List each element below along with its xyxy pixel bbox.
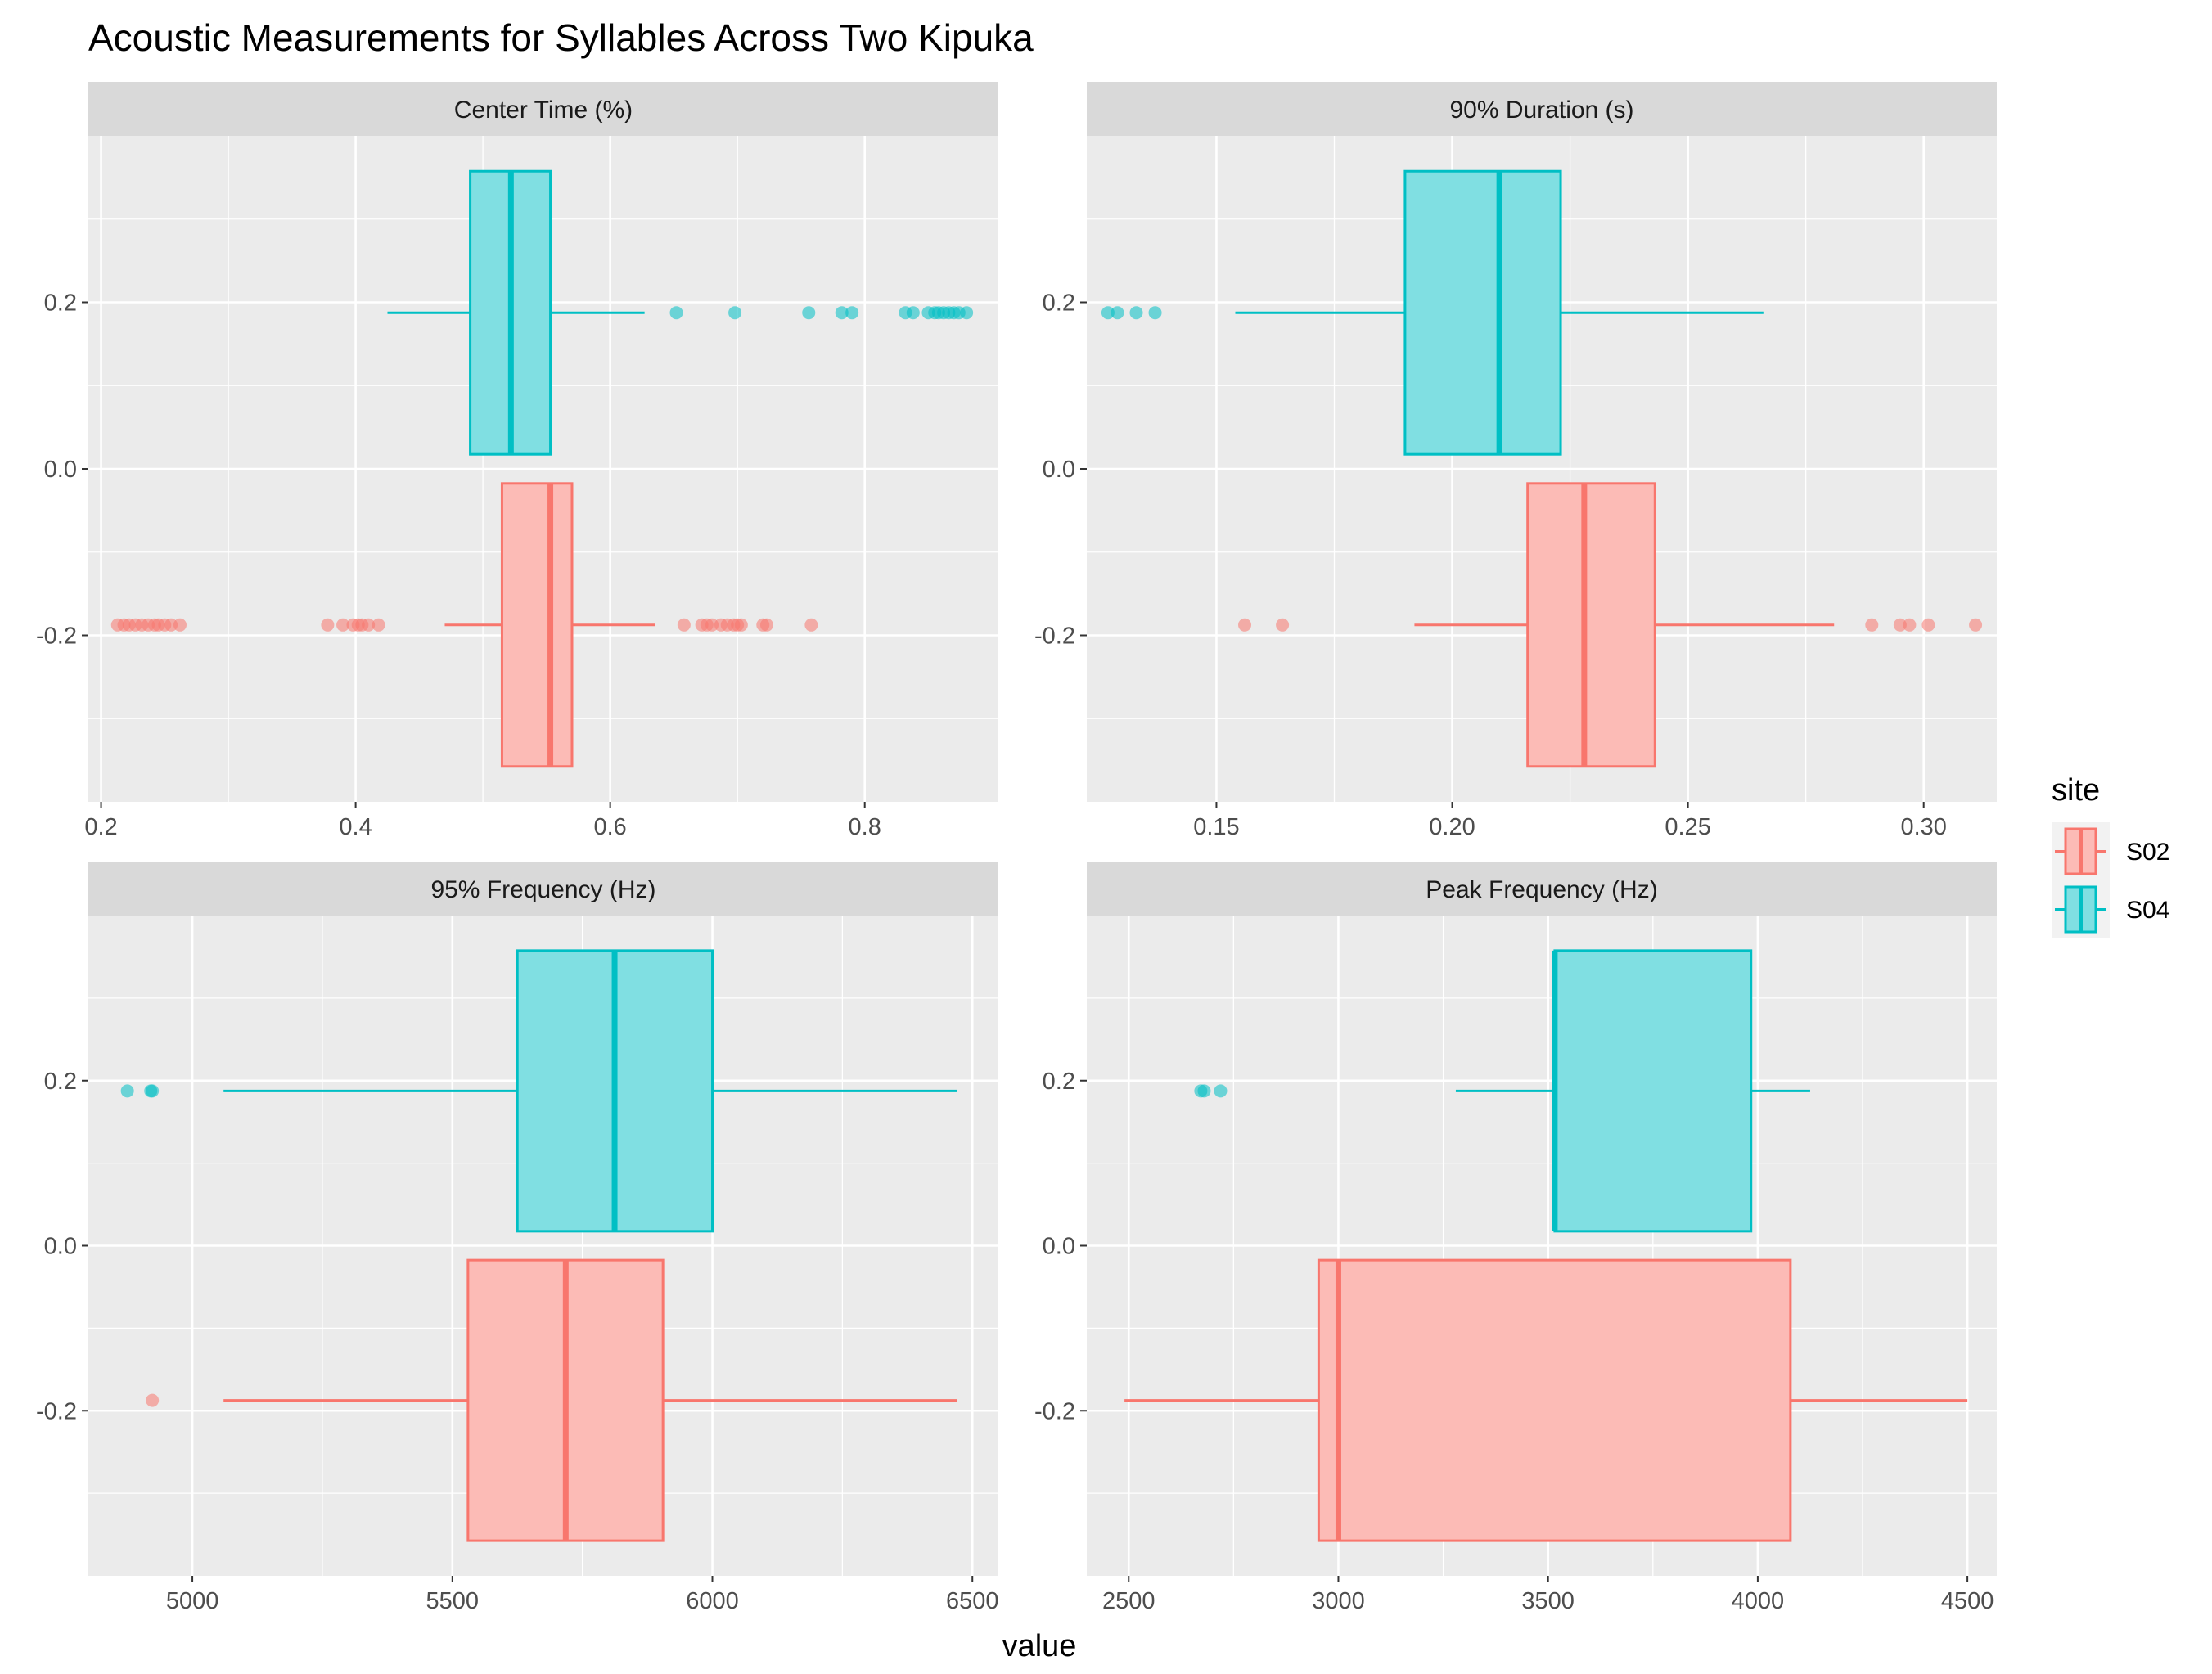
legend-label: S02 <box>2126 839 2169 866</box>
box-iqr <box>500 482 574 768</box>
x-tick-label: 6000 <box>686 1588 739 1614</box>
outlier-point <box>1276 618 1290 632</box>
outlier-point <box>1111 306 1124 320</box>
outlier-point <box>835 306 849 320</box>
x-tick-label: 2500 <box>1102 1588 1156 1614</box>
boxplot-S02 <box>1238 482 1983 768</box>
x-tick-label: 0.8 <box>849 814 881 840</box>
x-tick-label: 0.20 <box>1429 814 1475 840</box>
outlier-point <box>1238 618 1252 632</box>
x-tick-label: 3000 <box>1312 1588 1365 1614</box>
y-tick-label: -0.2 <box>36 1398 77 1424</box>
legend-key-S04: S04 <box>2052 880 2169 938</box>
boxplot-S02 <box>1124 1258 1968 1542</box>
outlier-point <box>906 306 920 320</box>
outlier-point <box>845 306 859 320</box>
x-tick-label: 0.4 <box>339 814 372 840</box>
outlier-point <box>759 618 773 632</box>
outlier-point <box>669 306 683 320</box>
y-tick-label: 0.0 <box>44 457 77 483</box>
y-tick-label: 0.2 <box>44 1069 77 1095</box>
outlier-point <box>802 306 816 320</box>
y-tick-label: -0.2 <box>1034 1398 1075 1424</box>
x-tick-label: 6500 <box>946 1588 999 1614</box>
box-iqr <box>1526 482 1656 768</box>
outlier-point <box>146 1084 160 1098</box>
legend-keys: S02 S04 <box>2052 822 2169 938</box>
outlier-point <box>321 618 335 632</box>
facet-strip-label: Peak Frequency (Hz) <box>1426 876 1657 903</box>
outlier-point <box>1101 306 1115 320</box>
y-tick-label: -0.2 <box>36 623 77 650</box>
x-axis-label: value <box>1002 1629 1077 1663</box>
x-tick-label: 0.25 <box>1665 814 1710 840</box>
facet-strip-label: 90% Duration (s) <box>1449 97 1633 124</box>
outlier-point <box>1893 618 1907 632</box>
outlier-point <box>120 1084 134 1098</box>
outlier-point <box>362 618 376 632</box>
x-tick-label: 4500 <box>1941 1588 1994 1614</box>
x-tick-label: 0.15 <box>1193 814 1239 840</box>
y-tick-label: 0.0 <box>1043 1234 1075 1260</box>
x-tick-label: 4000 <box>1732 1588 1785 1614</box>
x-tick-label: 3500 <box>1521 1588 1575 1614</box>
legend: site S02 S04 <box>2052 773 2169 938</box>
outlier-point <box>1903 618 1917 632</box>
y-tick-label: -0.2 <box>1034 623 1075 650</box>
facet-strip-label: 95% Frequency (Hz) <box>430 876 655 903</box>
x-tick-label: 5500 <box>426 1588 480 1614</box>
x-tick-label: 0.30 <box>1900 814 1946 840</box>
x-tick-label: 0.2 <box>84 814 117 840</box>
outlier-point <box>1921 618 1935 632</box>
legend-key-S02: S02 <box>2052 822 2169 880</box>
outlier-point <box>1148 306 1162 320</box>
outlier-point <box>728 306 742 320</box>
outlier-point <box>173 618 187 632</box>
outlier-point <box>1197 1084 1211 1098</box>
legend-title: site <box>2052 773 2100 808</box>
outlier-point <box>804 618 818 632</box>
boxplot-S04 <box>387 169 974 456</box>
facet-panel: Peak Frequency (Hz) 2500 3000 3500 4000 4500 -… <box>1034 862 1997 1614</box>
outlier-point <box>1865 618 1879 632</box>
facet-strip <box>1087 82 1997 136</box>
outlier-point <box>336 618 350 632</box>
outlier-point <box>1129 306 1143 320</box>
chart-title: Acoustic Measurements for Syllables Acro… <box>88 16 1034 59</box>
box-iqr <box>1317 1258 1792 1542</box>
outlier-point <box>146 1393 160 1407</box>
facet-panel: Center Time (%) 0.2 0.4 0.6 0.8 -0.2 0.0 0.2 <box>36 82 998 840</box>
facet-strip <box>88 82 998 136</box>
y-tick-label: 0.2 <box>1043 290 1075 317</box>
boxplot-S04 <box>120 949 957 1233</box>
boxplot-S04 <box>1194 949 1810 1233</box>
facet-strip <box>1087 862 1997 916</box>
boxplot-S02 <box>146 1258 957 1542</box>
facet-panels: Center Time (%)0.2 0.4 0.6 0.8-0.20.00.290%… <box>36 82 1997 1614</box>
outlier-point <box>677 618 691 632</box>
box-iqr <box>1553 949 1753 1233</box>
box-iqr <box>1403 169 1562 456</box>
facet-panel: 95% Frequency (Hz) 5000 5500 6000 6500 -0.2 0.… <box>36 862 998 1614</box>
y-tick-label: 0.2 <box>44 290 77 317</box>
outlier-point <box>734 618 748 632</box>
outlier-point <box>372 618 385 632</box>
y-tick-label: 0.0 <box>44 1234 77 1260</box>
x-tick-label: 5000 <box>166 1588 219 1614</box>
outlier-point <box>1214 1084 1228 1098</box>
y-tick-label: 0.2 <box>1043 1069 1075 1095</box>
y-tick-label: 0.0 <box>1043 457 1075 483</box>
x-tick-label: 0.6 <box>593 814 626 840</box>
facet-strip <box>88 862 998 916</box>
facet-panel: 90% Duration (s) 0.15 0.20 0.25 0.30 -0.2 0.0 0… <box>1034 82 1997 840</box>
boxplot-S04 <box>1101 169 1764 456</box>
boxplot-S02 <box>110 482 818 768</box>
legend-label: S04 <box>2126 897 2169 924</box>
outlier-point <box>960 306 974 320</box>
facet-strip-label: Center Time (%) <box>454 97 633 124</box>
outlier-point <box>1969 618 1983 632</box>
